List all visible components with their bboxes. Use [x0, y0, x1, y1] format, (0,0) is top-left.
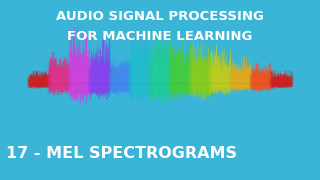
- Text: 17 - MEL SPECTROGRAMS: 17 - MEL SPECTROGRAMS: [6, 145, 237, 161]
- Text: AUDIO SIGNAL PROCESSING: AUDIO SIGNAL PROCESSING: [56, 10, 264, 23]
- Text: FOR MACHINE LEARNING: FOR MACHINE LEARNING: [67, 30, 253, 42]
